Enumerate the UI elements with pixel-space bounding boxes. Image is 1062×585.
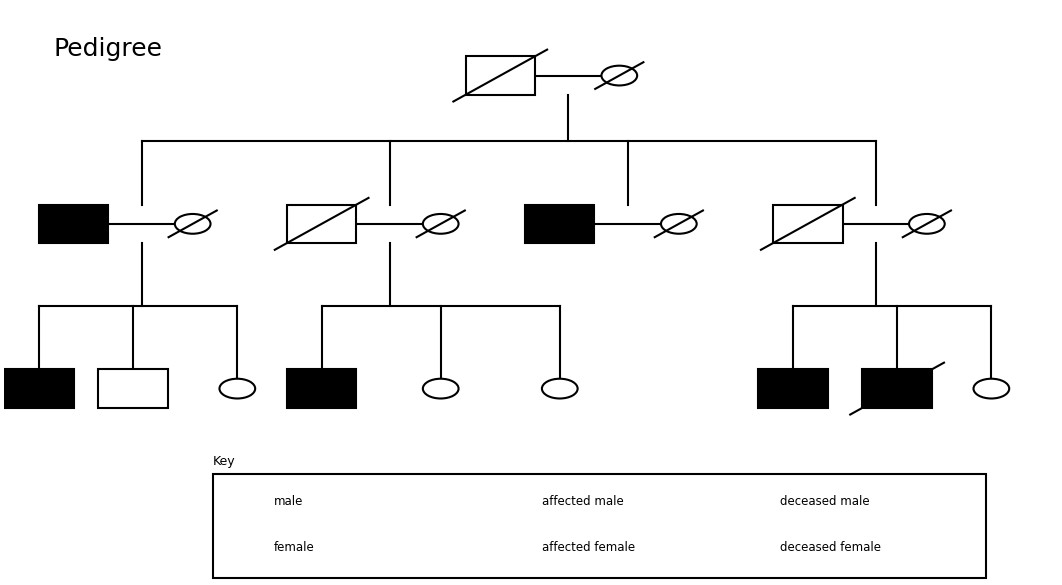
Text: Key: Key bbox=[212, 455, 235, 468]
Circle shape bbox=[601, 66, 637, 85]
Circle shape bbox=[732, 539, 765, 558]
Circle shape bbox=[175, 214, 210, 234]
Polygon shape bbox=[525, 205, 595, 243]
Polygon shape bbox=[773, 205, 842, 243]
Polygon shape bbox=[4, 369, 73, 408]
Text: affected female: affected female bbox=[542, 541, 635, 555]
Polygon shape bbox=[287, 205, 357, 243]
Circle shape bbox=[974, 378, 1009, 398]
Polygon shape bbox=[39, 205, 108, 243]
Polygon shape bbox=[212, 474, 987, 578]
Circle shape bbox=[225, 539, 259, 558]
Text: deceased female: deceased female bbox=[780, 541, 881, 555]
Polygon shape bbox=[287, 369, 357, 408]
Polygon shape bbox=[493, 492, 527, 511]
Text: male: male bbox=[274, 495, 304, 508]
Circle shape bbox=[423, 214, 459, 234]
Circle shape bbox=[493, 539, 527, 558]
Circle shape bbox=[542, 378, 578, 398]
Polygon shape bbox=[225, 492, 259, 511]
Polygon shape bbox=[758, 369, 827, 408]
Polygon shape bbox=[862, 369, 931, 408]
Polygon shape bbox=[465, 56, 535, 95]
Polygon shape bbox=[732, 492, 765, 511]
Circle shape bbox=[661, 214, 697, 234]
Text: female: female bbox=[274, 541, 314, 555]
Circle shape bbox=[909, 214, 945, 234]
Text: Pedigree: Pedigree bbox=[54, 37, 162, 61]
Circle shape bbox=[423, 378, 459, 398]
Polygon shape bbox=[99, 369, 168, 408]
Text: deceased male: deceased male bbox=[780, 495, 870, 508]
Circle shape bbox=[220, 378, 255, 398]
Text: affected male: affected male bbox=[542, 495, 623, 508]
